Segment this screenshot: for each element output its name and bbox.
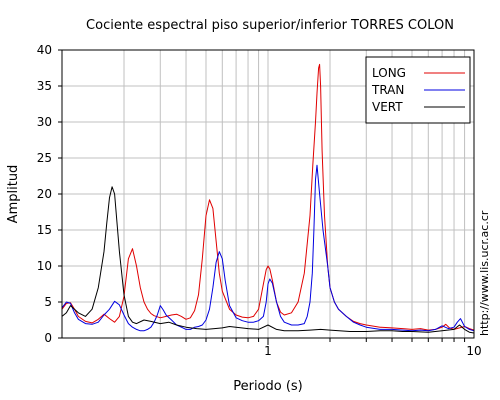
grid xyxy=(62,50,474,338)
y-tick-label: 40 xyxy=(37,43,52,57)
y-tick-label: 25 xyxy=(37,151,52,165)
y-axis-label: Amplitud xyxy=(6,165,21,224)
series-lines xyxy=(61,63,475,334)
legend-label-vert: VERT xyxy=(372,100,403,114)
y-tick-label: 30 xyxy=(37,115,52,129)
series-line-vert xyxy=(61,186,475,334)
legend-label-tran: TRAN xyxy=(371,83,404,97)
legend-label-long: LONG xyxy=(372,66,406,80)
series-line-tran xyxy=(61,164,475,332)
ticks: 0 5 10 15 20 25 30 35 40 1 10 xyxy=(37,43,482,358)
x-tick-label: 1 xyxy=(264,344,272,358)
y-tick-label: 5 xyxy=(44,295,52,309)
x-axis-label: Periodo (s) xyxy=(233,379,303,394)
y-tick-label: 15 xyxy=(37,223,52,237)
credit-text: http://www.lis.ucr.ac.cr xyxy=(478,210,491,336)
x-tick-label: 10 xyxy=(466,344,481,358)
y-tick-label: 0 xyxy=(44,331,52,345)
legend: LONG TRAN VERT xyxy=(365,56,471,124)
series-line-long xyxy=(61,63,475,331)
y-tick-label: 35 xyxy=(37,79,52,93)
y-tick-label: 10 xyxy=(37,259,52,273)
chart-title: Cociente espectral piso superior/inferio… xyxy=(86,18,454,33)
y-tick-label: 20 xyxy=(37,187,52,201)
